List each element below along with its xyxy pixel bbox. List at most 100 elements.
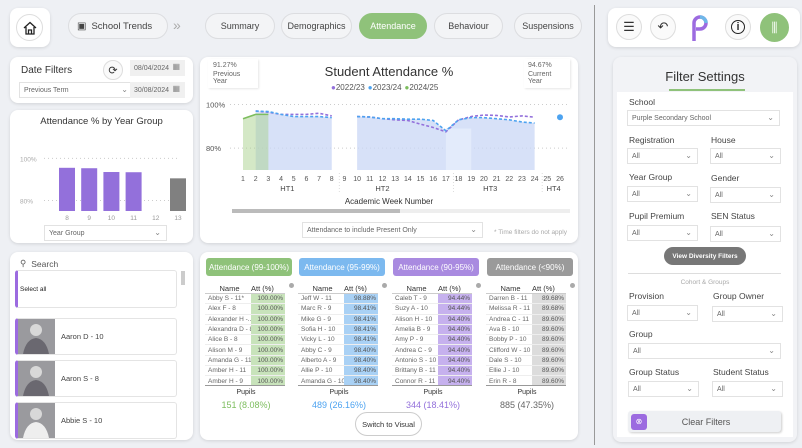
table-row[interactable]: Sofia H - 10 98.41% [298, 324, 378, 336]
legend-item[interactable]: ●2024/25 [404, 83, 439, 92]
table-row[interactable]: Ellie J - 10 89.60% [486, 366, 566, 377]
horizontal-scrollbar[interactable] [232, 209, 570, 213]
more-options-dot[interactable] [289, 283, 294, 288]
select-all-item[interactable]: Select all [15, 270, 177, 308]
attendance-type-dropdown[interactable]: Attendance to include Present Only ⌄ [302, 222, 483, 238]
bar[interactable] [125, 172, 142, 211]
year-dropdown[interactable]: All ⌄ [627, 186, 698, 202]
band-button[interactable]: Attendance (99-100%) [206, 258, 292, 276]
list-scrollbar[interactable] [181, 271, 185, 285]
registration-dropdown[interactable]: All ⌄ [627, 148, 698, 164]
tab-suspensions[interactable]: Suspensions [514, 13, 582, 39]
tab-summary[interactable]: Summary [205, 13, 275, 39]
table-row[interactable]: Melissa R - 11 89.68% [486, 304, 566, 315]
table-row[interactable]: Amanda G - 11 100.00% [205, 355, 285, 367]
sstatus-dropdown[interactable]: All ⌄ [712, 381, 783, 397]
bar[interactable] [59, 167, 75, 211]
tab-attendance[interactable]: Attendance [359, 13, 427, 39]
table-row[interactable]: Alison H - 10 94.40% [392, 314, 472, 325]
table-row[interactable]: Dale S - 10 89.60% [486, 355, 566, 367]
table-row[interactable]: Erin R - 8 89.60% [486, 376, 566, 385]
filters-button[interactable]: ⫼ [760, 13, 789, 42]
table-row[interactable]: Amanda G - 10 98.40% [298, 376, 378, 385]
table-row[interactable]: Antonio S - 10 94.40% [392, 355, 472, 367]
back-button[interactable]: ↶ [650, 14, 676, 40]
period-dropdown[interactable]: Previous Term ⌄ [19, 82, 134, 98]
series-line-2024/25[interactable] [242, 113, 269, 120]
table-row[interactable]: Amber H - 11 100.00% [205, 366, 285, 377]
home-button[interactable] [16, 14, 43, 41]
provision-dropdown[interactable]: All ⌄ [627, 305, 698, 321]
group-dropdown[interactable]: All ⌄ [628, 343, 781, 359]
band-button[interactable]: Attendance (<90%) [487, 258, 573, 276]
owner-dropdown[interactable]: All ⌄ [712, 306, 783, 322]
table-row[interactable]: Bobby P - 10 89.60% [486, 335, 566, 346]
tab-behaviour[interactable]: Behaviour [434, 13, 503, 39]
table-row[interactable]: Brittany B - 11 94.40% [392, 366, 472, 377]
table-row[interactable]: Andrea C - 9 94.40% [392, 345, 472, 356]
breadcrumb-school-trends[interactable]: ▣ School Trends [68, 13, 168, 39]
table-row[interactable]: Amy P - 9 94.40% [392, 335, 472, 346]
gender-dropdown[interactable]: All ⌄ [710, 187, 781, 203]
info-button[interactable]: i [725, 14, 751, 40]
more-options-dot[interactable] [382, 283, 387, 288]
gstatus-dropdown[interactable]: All ⌄ [628, 381, 699, 397]
view-diversity-filters-button[interactable]: View Diversity Filters [664, 247, 746, 265]
table-row[interactable]: Abby S - 11* 100.00% [205, 294, 285, 305]
table-row[interactable]: Suzy A - 10 94.44% [392, 304, 472, 315]
series-line-2022/23[interactable] [357, 114, 535, 133]
start-date-input[interactable]: 08/04/2024 ▦ [130, 60, 185, 76]
table-row[interactable]: Vicky L - 10 98.41% [298, 335, 378, 346]
table-row[interactable]: Alexandra D - 8 100.00% [205, 324, 285, 336]
table-row[interactable]: Darren B - 11 89.68% [486, 294, 566, 305]
column-header-att[interactable]: Att (%) [344, 284, 367, 293]
sen-dropdown[interactable]: All ⌄ [710, 226, 781, 242]
menu-button[interactable]: ☰ [616, 14, 642, 40]
student-item[interactable]: Aaron S - 8 [15, 360, 177, 397]
table-row[interactable]: Marc R - 9 98.41% [298, 304, 378, 315]
legend-item[interactable]: ●2022/23 [331, 83, 365, 92]
table-row[interactable]: Amber H - 9 100.00% [205, 376, 285, 385]
bar[interactable] [170, 178, 186, 211]
table-row[interactable]: Alison M - 9 100.00% [205, 345, 285, 356]
table-row[interactable]: Andrea C - 11 89.60% [486, 314, 566, 325]
more-options-dot[interactable] [570, 283, 575, 288]
year-group-dropdown[interactable]: Year Group ⌄ [44, 225, 167, 241]
band-button[interactable]: Attendance (95-99%) [299, 258, 385, 276]
table-row[interactable]: Caleb T - 9 94.44% [392, 294, 472, 305]
series-line-2023/24[interactable] [357, 115, 535, 132]
end-date-input[interactable]: 30/08/2024 ▦ [130, 82, 185, 98]
more-options-dot[interactable] [476, 283, 481, 288]
student-item[interactable]: Abbie S - 10 [15, 402, 177, 439]
column-header-att[interactable]: Att (%) [251, 284, 274, 293]
table-row[interactable]: Alexander H -... 100.00% [205, 314, 285, 325]
student-search[interactable]: ⚲ Search [20, 258, 59, 269]
tab-demographics[interactable]: Demographics [281, 13, 352, 39]
table-row[interactable]: Alice B - 8 100.00% [205, 335, 285, 346]
column-header-name[interactable]: Name [500, 284, 521, 293]
table-row[interactable]: Jeff W - 11 98.88% [298, 294, 378, 305]
data-point[interactable] [557, 114, 563, 121]
table-row[interactable]: Alberto A - 9 98.40% [298, 355, 378, 367]
table-row[interactable]: Alex F - 8 100.00% [205, 304, 285, 315]
bar[interactable] [103, 172, 120, 211]
student-item[interactable]: Aaron D - 10 [15, 318, 177, 355]
column-header-att[interactable]: Att (%) [438, 284, 461, 293]
table-row[interactable]: Amelia B - 9 94.40% [392, 324, 472, 336]
switch-to-visual-button[interactable]: Switch to Visual [355, 412, 422, 436]
refresh-button[interactable]: ⟳ [103, 60, 123, 80]
table-row[interactable]: Mike G - 9 98.41% [298, 314, 378, 325]
school-dropdown[interactable]: Purple Secondary School ⌄ [627, 110, 780, 126]
column-header-name[interactable]: Name [219, 284, 240, 293]
column-header-name[interactable]: Name [406, 284, 427, 293]
legend-item[interactable]: ●2023/24 [367, 83, 402, 92]
table-row[interactable]: Connor R - 11 94.40% [392, 376, 472, 385]
series-line-2023/24[interactable] [255, 110, 332, 119]
table-row[interactable]: Abby C - 9 98.40% [298, 345, 378, 356]
table-row[interactable]: Ava B - 10 89.60% [486, 324, 566, 336]
table-row[interactable]: Clifford W - 10 89.60% [486, 345, 566, 356]
column-header-name[interactable]: Name [312, 284, 333, 293]
pp-dropdown[interactable]: All ⌄ [627, 225, 698, 241]
column-header-att[interactable]: Att (%) [532, 284, 555, 293]
clear-filters-button[interactable]: ⊗ Clear Filters [628, 411, 781, 432]
